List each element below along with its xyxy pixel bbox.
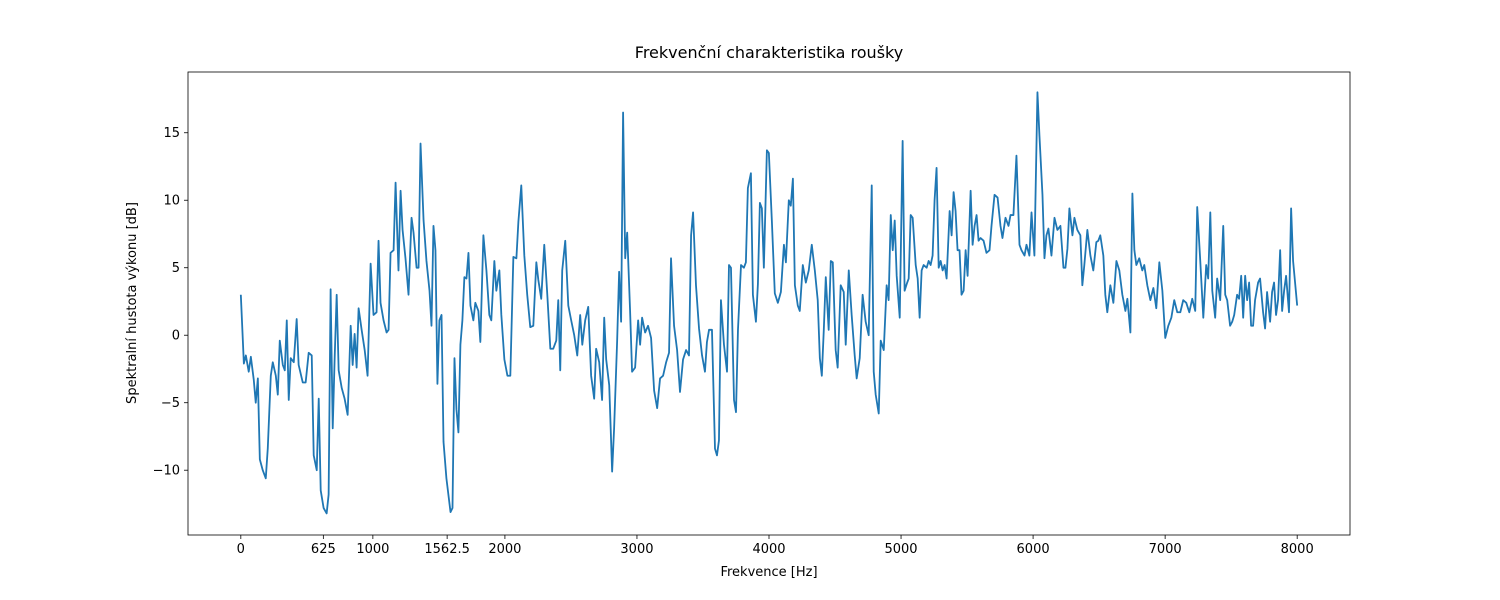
y-tick-label: 15 [163, 126, 180, 141]
y-tick-label: −5 [161, 396, 180, 411]
y-tick-label: 10 [163, 194, 180, 209]
x-tick-label: 8000 [1281, 542, 1314, 557]
y-tick-label: 5 [172, 261, 180, 276]
line-series [239, 91, 1299, 515]
plot-frame [187, 71, 1351, 536]
x-tick-label: 1000 [356, 542, 389, 557]
x-tick-label: 0 [237, 542, 245, 557]
x-tick-label: 4000 [752, 542, 785, 557]
y-tick-label: −10 [153, 464, 180, 479]
x-tick-label: 7000 [1149, 542, 1182, 557]
x-tick-label: 5000 [884, 542, 917, 557]
y-tick-label: 0 [172, 329, 180, 344]
y-axis-label: Spektralní hustota výkonu [dB] [125, 202, 140, 404]
x-tick-label: 625 [311, 542, 336, 557]
x-tick-label: 2000 [488, 542, 521, 557]
x-tick-label: 1562.5 [424, 542, 470, 557]
chart-title: Frekvenční charakteristika roušky [635, 43, 903, 62]
x-tick-label: 3000 [620, 542, 653, 557]
x-axis-label: Frekvence [Hz] [720, 565, 817, 580]
x-tick-label: 6000 [1017, 542, 1050, 557]
